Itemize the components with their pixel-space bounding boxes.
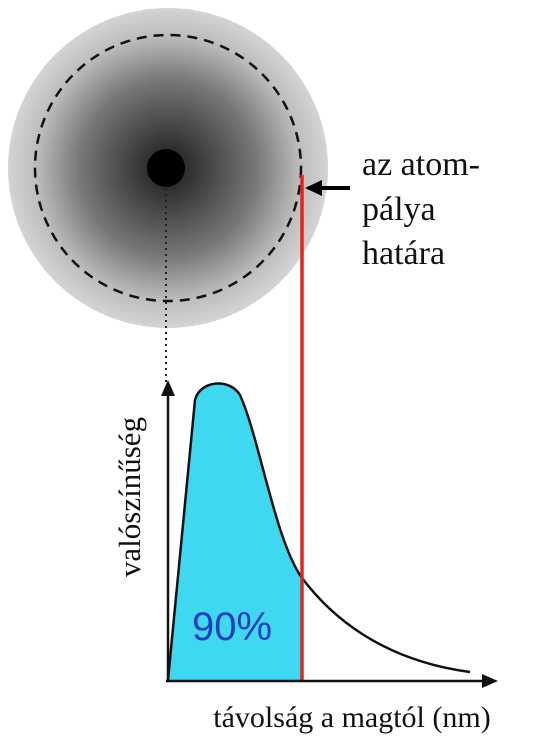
x-axis-label: távolság a magtól (nm) <box>213 701 490 734</box>
orbital-label-line: az atom- <box>362 146 480 183</box>
orbital-label-line: pálya <box>362 191 436 228</box>
orbital-label-line: határa <box>362 235 445 272</box>
y-axis-arrow <box>161 380 175 396</box>
nucleus <box>147 149 185 187</box>
x-axis-arrow <box>482 674 498 688</box>
diagram: az atom- pálya határa valószínűség távol… <box>0 0 542 738</box>
area-label: 90% <box>192 605 272 649</box>
y-axis-label: valószínűség <box>112 417 147 577</box>
